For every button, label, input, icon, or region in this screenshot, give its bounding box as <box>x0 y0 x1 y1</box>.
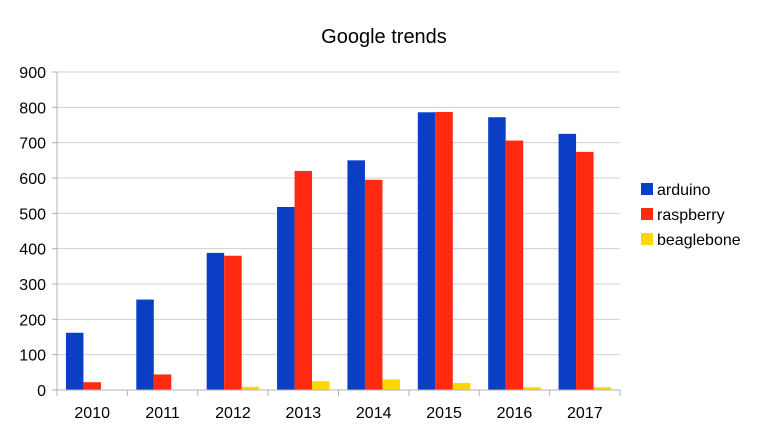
legend-label-raspberry: raspberry <box>657 207 725 224</box>
axes <box>52 71 621 396</box>
y-tick-label: 400 <box>19 242 46 259</box>
bar-arduino-2015 <box>417 112 436 390</box>
y-tick-label: 200 <box>19 312 46 329</box>
bar-arduino-2016 <box>488 117 506 390</box>
bar-arduino-2017 <box>558 133 577 391</box>
bar-arduino-2013 <box>277 206 295 390</box>
bar-raspberry-2012 <box>224 255 242 390</box>
bar-beaglebone-2017 <box>593 387 612 390</box>
bar-beaglebone-2014 <box>382 379 400 390</box>
y-tick-label: 600 <box>19 171 46 188</box>
y-tick-label: 0 <box>37 383 46 400</box>
x-tick-label: 2011 <box>145 405 180 422</box>
x-tick-label: 2017 <box>567 405 603 422</box>
x-axis-ticks: 2010 2011 2012 2013 2014 2015 2016 2017 <box>74 405 602 422</box>
legend-label-arduino: arduino <box>657 182 710 199</box>
bar-arduino-2011 <box>136 299 154 390</box>
x-tick-label: 2016 <box>497 405 533 422</box>
y-tick-label: 900 <box>19 65 46 82</box>
chart-title: Google trends <box>321 26 447 48</box>
bar-beaglebone-2013 <box>312 381 330 390</box>
y-tick-label: 700 <box>19 136 46 153</box>
bar-beaglebone-2012 <box>241 386 260 390</box>
bar-raspberry-2014 <box>364 179 383 390</box>
bar-raspberry-2011 <box>153 374 172 390</box>
y-tick-label: 100 <box>19 348 46 365</box>
bar-raspberry-2017 <box>576 151 594 390</box>
bar-raspberry-2010 <box>83 382 101 390</box>
x-tick-label: 2012 <box>215 405 251 422</box>
bar-beaglebone-2016 <box>523 387 541 390</box>
bar-arduino-2014 <box>347 160 365 390</box>
y-axis-ticks: 0 100 200 300 400 500 600 700 800 900 <box>19 65 46 400</box>
bar-arduino-2010 <box>65 332 84 390</box>
y-tick-label: 300 <box>19 277 46 294</box>
x-tick-label: 2013 <box>286 405 322 422</box>
legend-swatch-beaglebone <box>641 233 653 245</box>
x-tick-label: 2010 <box>74 405 110 422</box>
bar-beaglebone-2015 <box>452 382 471 390</box>
bar-raspberry-2013 <box>294 170 313 390</box>
bar-raspberry-2016 <box>505 140 524 390</box>
bar-arduino-2012 <box>206 252 225 390</box>
legend-label-beaglebone: beaglebone <box>657 232 741 249</box>
bar-raspberry-2015 <box>435 111 453 390</box>
bars <box>65 111 612 391</box>
legend-swatch-arduino <box>641 183 653 195</box>
y-tick-label: 800 <box>19 100 46 117</box>
x-tick-label: 2015 <box>426 405 462 422</box>
legend: arduino raspberry beaglebone <box>641 182 741 249</box>
y-tick-label: 500 <box>19 206 46 223</box>
legend-swatch-raspberry <box>641 208 653 220</box>
x-tick-label: 2014 <box>356 405 392 422</box>
